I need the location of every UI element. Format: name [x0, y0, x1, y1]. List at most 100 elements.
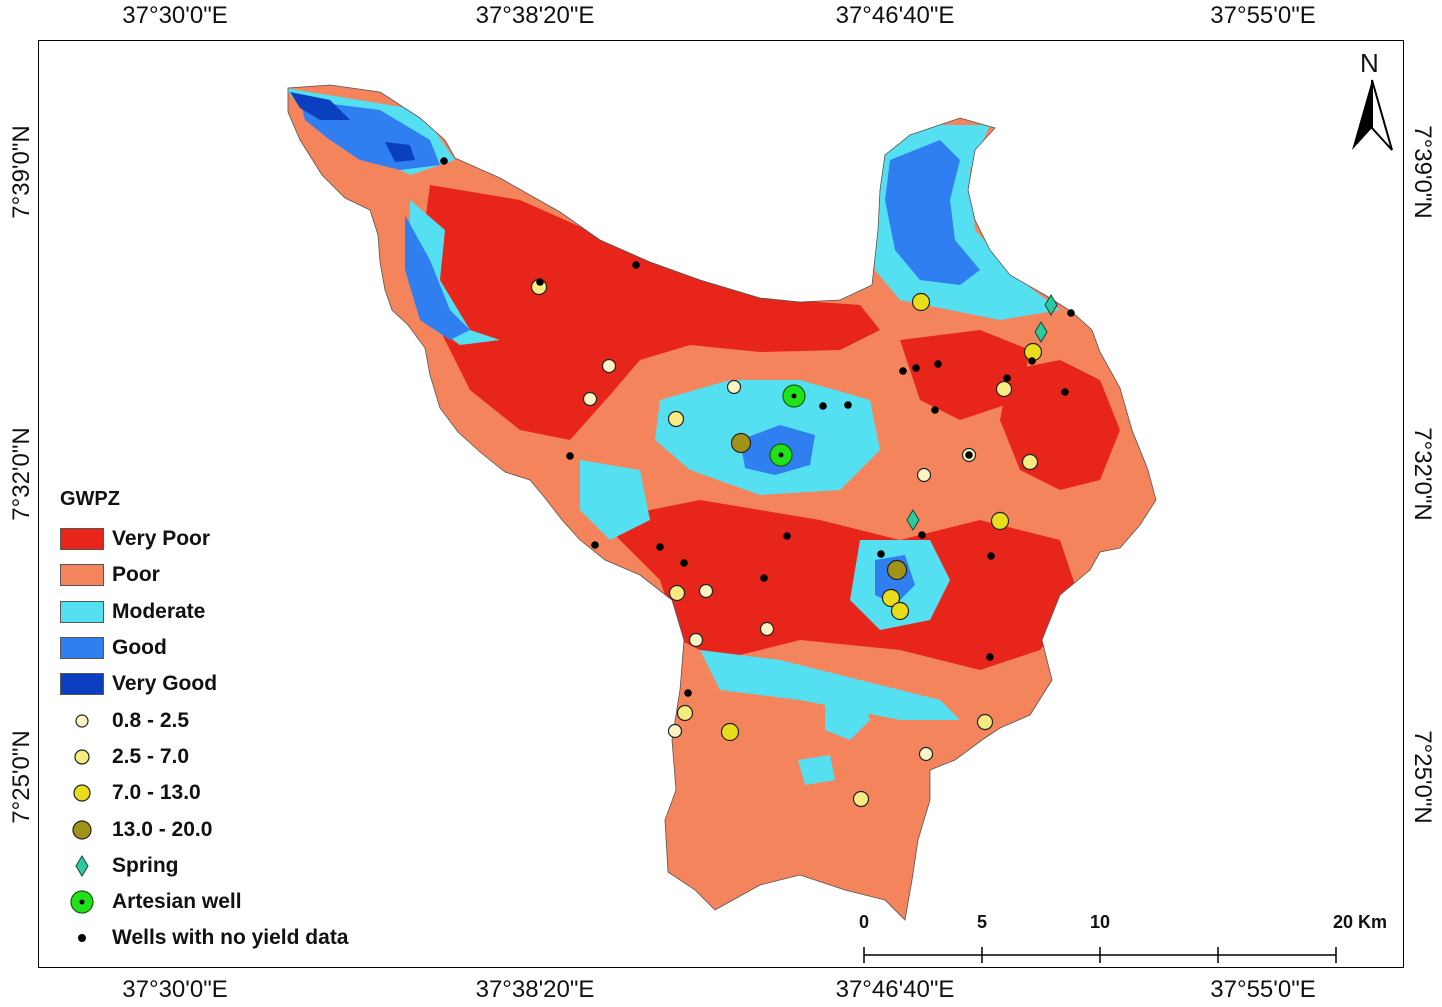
north-arrow-icon — [1352, 79, 1393, 151]
well-yield-2-5-7-0 — [1021, 453, 1039, 471]
legend-label-artesian: Artesian well — [112, 890, 242, 914]
legend-swatch-very-poor — [60, 528, 104, 551]
wells-yield-0.8-2.5 — [582, 358, 977, 762]
artesian-well-center — [791, 393, 797, 399]
legend-row-spring: Spring — [60, 848, 349, 884]
well-yield-0-8-2-5 — [698, 583, 714, 599]
scale-label-20: 20 Km — [1332, 912, 1388, 932]
spring-icon — [1034, 321, 1048, 343]
legend-label-very-good: Very Good — [112, 672, 218, 696]
well-yield-7-0-13-0 — [990, 511, 1010, 531]
well-no-data — [783, 532, 791, 540]
scale-label-0: 0 — [858, 912, 870, 932]
wells-no-data — [440, 157, 1075, 697]
map-frame — [38, 40, 1404, 968]
north-label: N — [1360, 48, 1379, 78]
well-yield-2-5-7-0 — [676, 704, 694, 722]
well-no-data — [1003, 374, 1011, 382]
scale-label-5: 5 — [976, 912, 988, 932]
well-no-data — [918, 531, 926, 539]
legend-row-poor: Poor — [60, 557, 349, 593]
well-no-data — [819, 402, 827, 410]
legend-row-yield-4: 13.0 - 20.0 — [60, 811, 349, 847]
legend-label-yield-2: 2.5 - 7.0 — [112, 744, 190, 768]
longitude-label-top-2: 37°38'20"E — [475, 2, 595, 29]
well-no-data-icon — [60, 926, 104, 950]
map-legend: GWPZ Very Poor Poor Moderate Good Very G… — [60, 488, 349, 957]
well-yield-2-5-7-0 — [995, 380, 1013, 398]
well-yield-0-8-2-5 — [601, 358, 617, 374]
spring-icon — [906, 509, 920, 531]
well-yield-2-5-7-0 — [852, 790, 870, 808]
well-no-data — [591, 541, 599, 549]
well-no-data — [440, 157, 448, 165]
well-no-data — [684, 689, 692, 697]
well-yield-7-0-13-0 — [720, 722, 740, 742]
legend-label-very-poor: Very Poor — [112, 527, 211, 551]
legend-label-yield-4: 13.0 - 20.0 — [112, 817, 213, 841]
well-no-data — [899, 367, 907, 375]
legend-row-yield-2: 2.5 - 7.0 — [60, 739, 349, 775]
legend-label-good: Good — [112, 636, 167, 660]
zone-moderate — [580, 460, 650, 540]
legend-row-artesian: Artesian well — [60, 884, 349, 920]
well-yield-0-8-2-5 — [582, 391, 598, 407]
zone-moderate — [700, 650, 960, 720]
well-yield-13-0-20-0 — [886, 559, 908, 581]
well-yield-0-8-2-5 — [688, 632, 704, 648]
legend-row-very-good: Very Good — [60, 666, 349, 702]
well-no-data — [760, 574, 768, 582]
well-no-data — [965, 451, 973, 459]
legend-symbol-yield-4 — [60, 818, 104, 842]
zone-good — [885, 140, 980, 285]
well-no-data — [656, 543, 664, 551]
legend-label-yield-1: 0.8 - 2.5 — [112, 708, 190, 732]
legend-symbol-yield-2 — [60, 745, 104, 769]
zone-moderate — [798, 755, 835, 785]
well-no-data — [934, 360, 942, 368]
zone-very-poor — [900, 330, 1030, 420]
legend-row-moderate: Moderate — [60, 594, 349, 630]
legend-row-no-data: Wells with no yield data — [60, 920, 349, 956]
scale-bar — [863, 947, 1337, 963]
longitude-label-top-3: 37°46'40"E — [835, 2, 955, 29]
legend-row-very-poor: Very Poor — [60, 521, 349, 557]
well-yield-2-5-7-0 — [668, 584, 686, 602]
legend-row-good: Good — [60, 630, 349, 666]
well-no-data — [912, 364, 920, 372]
legend-swatch-moderate — [60, 600, 104, 623]
legend-swatch-good — [60, 637, 104, 660]
zone-good — [405, 215, 470, 340]
well-no-data — [877, 550, 885, 558]
well-no-data — [680, 559, 688, 567]
well-no-data — [986, 653, 994, 661]
legend-label-yield-3: 7.0 - 13.0 — [112, 781, 201, 805]
legend-symbol-yield-3 — [60, 781, 104, 805]
well-no-data — [987, 552, 995, 560]
well-no-data — [844, 401, 852, 409]
zone-very-good — [290, 92, 350, 120]
wells-yield-13.0-20.0 — [730, 432, 908, 581]
legend-title: GWPZ — [60, 488, 120, 510]
zone-very-poor — [600, 500, 1080, 670]
legend-label-moderate: Moderate — [112, 599, 206, 623]
longitude-label-bottom-2: 37°38'20"E — [475, 976, 595, 1003]
artesian-well-center — [778, 452, 784, 458]
artesian-well-icon — [60, 890, 104, 914]
well-no-data — [1061, 388, 1069, 396]
legend-symbol-yield-1 — [60, 709, 104, 733]
well-yield-0-8-2-5 — [918, 746, 934, 762]
legend-row-yield-3: 7.0 - 13.0 — [60, 775, 349, 811]
legend-label-poor: Poor — [112, 563, 160, 587]
legend-label-spring: Spring — [112, 853, 179, 877]
artesian-wells — [769, 384, 806, 467]
well-yield-7-0-13-0 — [890, 601, 910, 621]
well-yield-2-5-7-0 — [976, 713, 994, 731]
well-yield-2-5-7-0 — [667, 410, 685, 428]
wells-yield-7.0-13.0 — [720, 292, 1043, 742]
longitude-label-bottom-4: 37°55'0"E — [1210, 976, 1316, 1003]
well-no-data — [1028, 357, 1036, 365]
well-yield-0-8-2-5 — [916, 467, 932, 483]
spring-icon — [1044, 294, 1058, 316]
